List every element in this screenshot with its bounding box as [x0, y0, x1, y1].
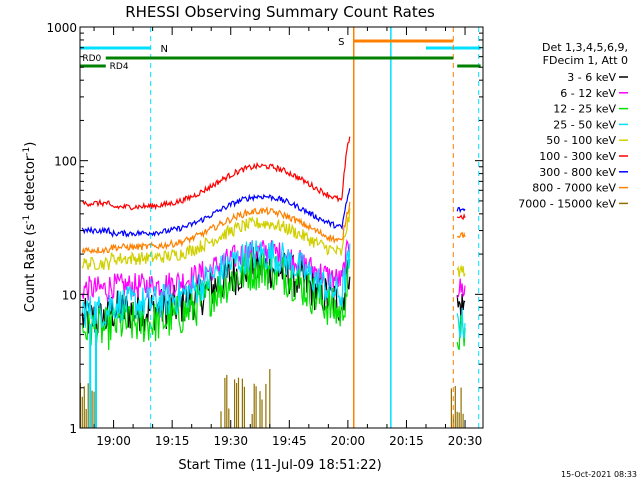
legend-label: 300 - 800 keV: [539, 166, 616, 179]
series-group: [79, 136, 466, 428]
legend-header: Det 1,3,4,5,6,9,: [542, 41, 628, 54]
cyan-dropout: [89, 323, 97, 428]
x-tick-label: 19:30: [213, 434, 248, 448]
axes-group: 1 10 100 1000 19:00 19:15 19:30 19:45 20:00 20:15…: [46, 21, 484, 448]
legend-label: 100 - 300 keV: [539, 150, 616, 163]
y-tick-label: 100: [54, 155, 77, 169]
s-label: S: [338, 37, 344, 48]
plot-frame: [79, 26, 484, 429]
series-50-100-kev: [81, 208, 466, 278]
n-label: N: [160, 44, 167, 55]
x-tick-label: 19:00: [96, 434, 131, 448]
footer-date: 15-Oct-2021 08:33: [561, 470, 637, 479]
series-path: [81, 251, 466, 351]
y-tick-label: 1000: [46, 21, 77, 35]
x-tick-label: 20:15: [389, 434, 424, 448]
x-axis-label: Start Time (11-Jul-09 18:51:22): [178, 458, 381, 473]
series-800-7000-kev: [81, 201, 466, 255]
legend-label: 7000 - 15000 keV: [518, 197, 616, 210]
series-path: [81, 201, 466, 255]
series-25-50-kev: [81, 240, 466, 339]
markers-group: N S RD0 RD4: [80, 27, 481, 428]
x-tick-label: 20:30: [448, 434, 483, 448]
series-path: [81, 240, 466, 339]
rd4-label: RD4: [110, 62, 129, 72]
series-path: [81, 208, 466, 278]
legend-label: 6 - 12 keV: [560, 87, 616, 100]
x-tick-label: 19:45: [272, 434, 307, 448]
x-tick-label: 20:00: [331, 434, 366, 448]
y-tick-label: 10: [62, 288, 77, 302]
series-path: [81, 188, 466, 238]
series-12-25-kev: [81, 251, 466, 351]
series-300-800-kev: [81, 188, 466, 238]
legend-label: 800 - 7000 keV: [532, 182, 616, 195]
legend-group: Det 1,3,4,5,6,9,FDecim 1, Att 0 3 - 6 keV…: [518, 41, 628, 210]
y-tick-label: 1: [69, 422, 77, 436]
y-axis-label: Count Rate (s-1 detector-1): [22, 142, 38, 313]
legend-label: 50 - 100 keV: [546, 134, 616, 147]
rd0-label: RD0: [82, 54, 101, 64]
legend-label: 3 - 6 keV: [567, 71, 616, 84]
legend-header: FDecim 1, Att 0: [543, 54, 628, 67]
legend-label: 12 - 25 keV: [553, 103, 616, 116]
legend-label: 25 - 50 keV: [553, 118, 616, 131]
series-100-300-kev: [81, 136, 466, 221]
chart-title: RHESSI Observing Summary Count Rates: [125, 3, 435, 21]
series-path: [81, 136, 466, 221]
x-tick-label: 19:15: [155, 434, 190, 448]
